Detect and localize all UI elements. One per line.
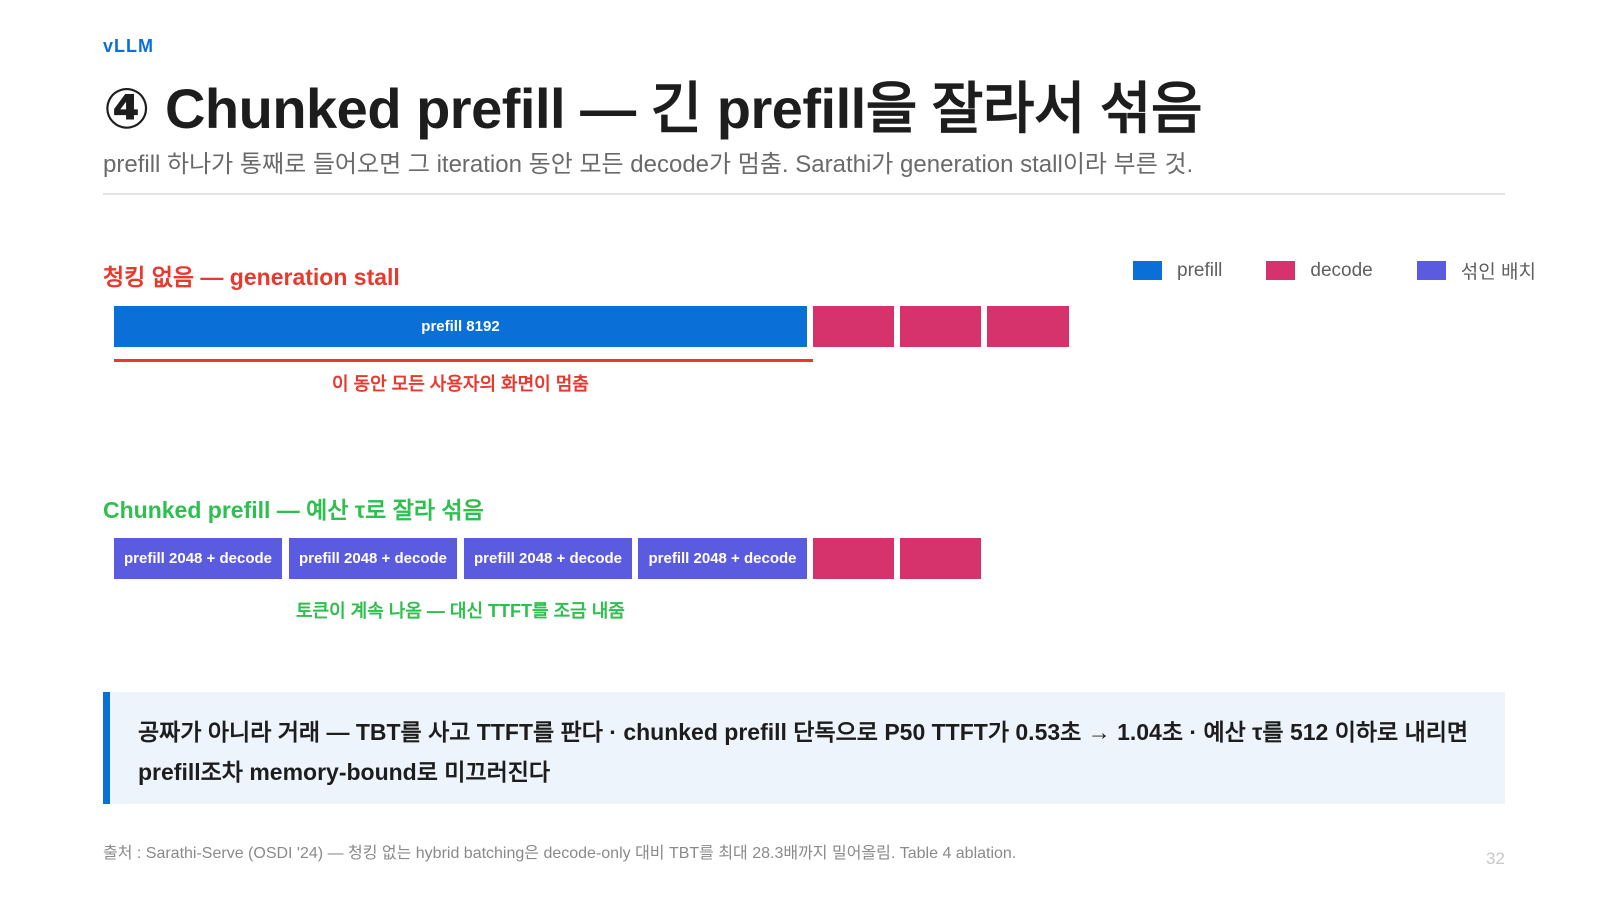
stall-duration-line [114,359,813,362]
prefill-8192-label: prefill 8192 [421,318,500,335]
chunked-section-label: Chunked prefill — 예산 τ로 잘라 섞음 [103,497,484,523]
legend-item-decode: decode [1266,259,1373,282]
decode-step-bar [900,306,981,347]
decode-step-bar [900,538,981,579]
mixed-batch-bar: prefill 2048 + decode [289,538,457,579]
legend: prefill decode 섞인 배치 [1133,257,1536,284]
mixed-batch-label: prefill 2048 + decode [299,550,447,567]
legend-item-mixed: 섞인 배치 [1416,257,1536,284]
legend-label-prefill: prefill [1177,259,1223,281]
legend-swatch-prefill [1133,261,1162,280]
legend-label-decode: decode [1310,259,1373,281]
takeaway-callout: 공짜가 아니라 거래 — TBT를 사고 TTFT를 판다 · chunked … [103,692,1505,804]
page-number: 32 [1486,849,1505,868]
mixed-batch-bar: prefill 2048 + decode [114,538,282,579]
mixed-batch-bar: prefill 2048 + decode [464,538,632,579]
page-title: ④ Chunked prefill — 긴 prefill을 잘라서 섞음 [103,77,1202,140]
legend-swatch-mixed [1416,261,1446,280]
legend-item-prefill: prefill [1133,260,1222,282]
source-citation: 출처 : Sarathi-Serve (OSDI '24) — 청킹 없는 hy… [103,845,1017,862]
mixed-batch-label: prefill 2048 + decode [648,550,797,567]
stall-note: 이 동안 모든 사용자의 화면이 멈춤 [332,374,589,394]
prefill-8192-bar: prefill 8192 [114,306,807,347]
chunked-note: 토큰이 계속 나옴 — 대신 TTFT를 조금 내줌 [296,601,625,621]
callout-text: 공짜가 아니라 거래 — TBT를 사고 TTFT를 판다 · chunked … [138,719,1469,785]
mixed-batch-label: prefill 2048 + decode [474,550,622,567]
legend-label-mixed: 섞인 배치 [1460,262,1536,283]
brand-label: vLLM [103,36,154,56]
decode-step-bar [813,538,894,579]
no-chunk-section-label: 청킹 없음 — generation stall [103,264,400,290]
mixed-batch-label: prefill 2048 + decode [124,550,272,567]
page-subtitle: prefill 하나가 통째로 들어오면 그 iteration 동안 모든 d… [103,151,1194,178]
decode-step-bar [813,306,894,347]
header-divider [103,193,1505,195]
mixed-batch-bar: prefill 2048 + decode [638,538,807,579]
decode-step-bar [987,306,1069,347]
legend-swatch-decode [1266,261,1296,280]
